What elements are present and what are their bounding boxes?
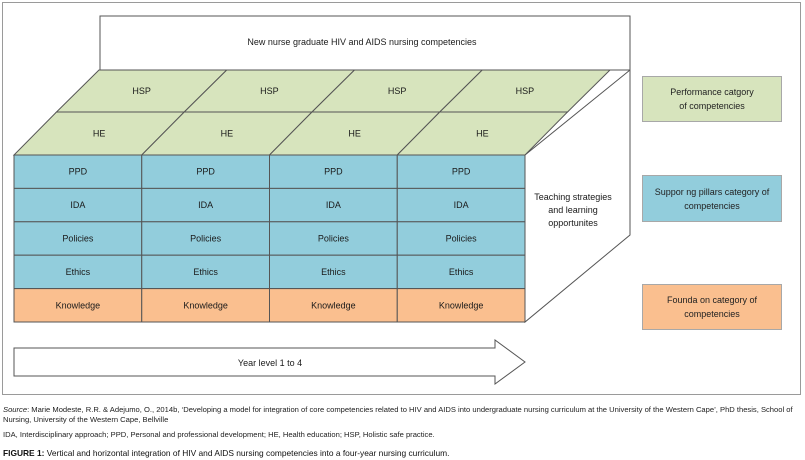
source-label: Source — [3, 405, 28, 414]
front-cell-label: PPD — [196, 167, 215, 177]
front-cell-label: PPD — [452, 167, 471, 177]
top-label: New nurse graduate HIV and AIDS nursing … — [247, 37, 477, 47]
source-note: Source: Marie Modeste, R.R. & Adejumo, O… — [3, 405, 801, 425]
front-cell-label: Policies — [190, 234, 222, 244]
front-cell-label: PPD — [69, 167, 88, 177]
front-cell — [13, 187, 143, 223]
hsp-label: HSP — [132, 86, 151, 96]
front-cell — [269, 254, 398, 290]
front-cell-label: Policies — [446, 234, 478, 244]
legend-performance-text: Performance catgory of competencies — [670, 87, 754, 111]
front-cell-label: Policies — [318, 234, 350, 244]
front-cell — [141, 187, 270, 223]
source-text: : Marie Modeste, R.R. & Adejumo, O., 201… — [3, 405, 793, 424]
front-cell — [269, 187, 398, 223]
legend-supporting: Suppor ng pillars category of competenci… — [642, 175, 782, 222]
he-label: HE — [221, 129, 234, 139]
front-cell-label: Policies — [62, 234, 94, 244]
front-cell-label: Ethics — [321, 267, 346, 277]
year-arrow-label: Year level 1 to 4 — [238, 358, 302, 368]
front-cell-label: Ethics — [66, 267, 91, 277]
front-cell — [269, 288, 398, 323]
front-cell — [13, 221, 143, 256]
abbreviations-note: IDA, Interdisciplinary approach; PPD, Pe… — [3, 430, 801, 440]
hsp-label: HSP — [388, 86, 407, 96]
side-label-line-3: opportunites — [548, 218, 598, 228]
front-cell — [13, 254, 143, 290]
figure-label: FIGURE 1: — [3, 448, 45, 458]
front-cell-label: Ethics — [449, 267, 474, 277]
front-cell-label: IDA — [454, 200, 469, 210]
side-label-line-1: Teaching strategies — [534, 192, 612, 202]
front-cell-label: Knowledge — [183, 300, 228, 310]
front-cell — [141, 154, 270, 189]
figure-caption-text: Vertical and horizontal integration of H… — [44, 448, 450, 458]
front-cell-label: IDA — [326, 200, 341, 210]
year-arrow — [13, 339, 526, 385]
figure-frame — [2, 2, 801, 395]
he-label: HE — [93, 129, 106, 139]
front-cell — [269, 221, 398, 256]
hsp-label: HSP — [260, 86, 279, 96]
front-cell-label: PPD — [324, 167, 343, 177]
front-cell-label: Knowledge — [56, 300, 101, 310]
he-label: HE — [476, 129, 489, 139]
legend-foundation: Founda on category of competencies — [642, 284, 782, 330]
hsp-label: HSP — [516, 86, 535, 96]
front-cell-label: IDA — [70, 200, 85, 210]
front-cell — [396, 221, 526, 256]
he-label: HE — [348, 129, 361, 139]
abbreviations-text: IDA, Interdisciplinary approach; PPD, Pe… — [3, 430, 435, 439]
front-cell-label: Ethics — [193, 267, 218, 277]
front-cell — [396, 288, 526, 323]
cube-diagram: New nurse graduate HIV and AIDS nursing … — [12, 15, 631, 385]
front-cell-label: Knowledge — [311, 300, 356, 310]
side-label-line-2: and learning — [548, 205, 598, 215]
figure-caption: FIGURE 1: Vertical and horizontal integr… — [3, 448, 449, 458]
front-cell — [396, 254, 526, 290]
hsp-cell — [438, 69, 612, 113]
front-cell — [141, 288, 270, 323]
front-cell-label: Knowledge — [439, 300, 484, 310]
front-cell — [396, 154, 526, 189]
legend-supporting-text: Suppor ng pillars category of competenci… — [654, 186, 770, 211]
legend-foundation-text: Founda on category of competencies — [666, 295, 758, 319]
front-cell-label: IDA — [198, 200, 213, 210]
legend-performance: Performance catgory of competencies — [642, 76, 782, 122]
